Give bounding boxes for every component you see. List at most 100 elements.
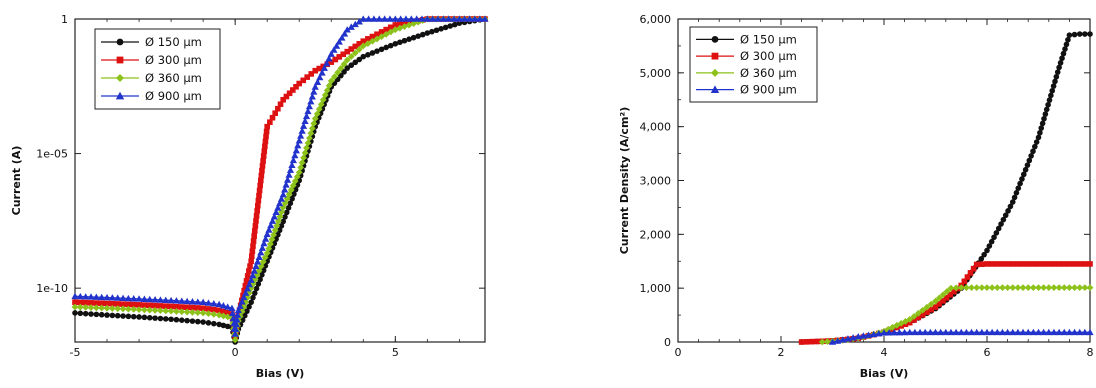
x-tick-label: -5 bbox=[70, 346, 81, 359]
data-point bbox=[220, 312, 227, 320]
data-point bbox=[265, 226, 273, 233]
data-point bbox=[287, 200, 294, 207]
data-point bbox=[1060, 284, 1068, 292]
data-point bbox=[141, 314, 148, 321]
data-point bbox=[316, 73, 324, 81]
data-point bbox=[1030, 148, 1036, 155]
data-point bbox=[338, 34, 346, 41]
data-point bbox=[210, 310, 218, 318]
data-point bbox=[275, 105, 281, 112]
data-point bbox=[365, 51, 371, 58]
data-point bbox=[360, 53, 367, 60]
data-point bbox=[916, 328, 924, 336]
data-point bbox=[250, 243, 256, 249]
data-point bbox=[942, 328, 950, 336]
data-point bbox=[276, 199, 284, 207]
data-point bbox=[184, 304, 190, 311]
y-axis-title: Current (A) bbox=[10, 146, 23, 216]
data-point bbox=[1052, 78, 1058, 85]
data-point bbox=[978, 328, 986, 336]
data-point bbox=[232, 325, 240, 332]
data-point bbox=[999, 284, 1006, 292]
legend-marker bbox=[710, 85, 720, 94]
data-point bbox=[268, 236, 276, 243]
data-point bbox=[1007, 203, 1014, 210]
data-point bbox=[285, 190, 293, 198]
legend-label: Ø 360 µm bbox=[145, 71, 202, 85]
data-point bbox=[323, 59, 331, 67]
data-point bbox=[1035, 134, 1042, 141]
data-point bbox=[293, 83, 299, 90]
data-point bbox=[418, 15, 426, 22]
data-point bbox=[136, 302, 142, 308]
data-point bbox=[219, 302, 228, 309]
data-point bbox=[249, 271, 257, 279]
data-point bbox=[410, 34, 417, 41]
data-point bbox=[1020, 171, 1027, 178]
data-point bbox=[151, 296, 159, 303]
data-point bbox=[439, 15, 447, 22]
data-point bbox=[275, 231, 281, 238]
data-point bbox=[261, 148, 268, 154]
data-point bbox=[438, 26, 444, 32]
data-point bbox=[1056, 261, 1062, 267]
data-point bbox=[1045, 101, 1051, 108]
data-point bbox=[255, 281, 262, 287]
data-point bbox=[864, 331, 873, 338]
y-tick-label: 6,000 bbox=[640, 13, 672, 26]
data-point bbox=[348, 62, 355, 69]
data-point bbox=[334, 69, 342, 76]
data-point bbox=[298, 127, 306, 134]
data-point bbox=[1066, 261, 1073, 267]
data-point bbox=[257, 276, 263, 283]
data-point bbox=[447, 23, 454, 29]
data-point bbox=[1029, 328, 1037, 336]
data-point bbox=[204, 299, 213, 306]
legend-entry: Ø 900 µm bbox=[101, 89, 202, 103]
data-point bbox=[229, 314, 237, 322]
data-point bbox=[1086, 328, 1094, 336]
data-point bbox=[251, 228, 258, 234]
data-point bbox=[246, 268, 252, 274]
data-point bbox=[93, 311, 100, 318]
data-point bbox=[303, 144, 310, 152]
data-point bbox=[92, 304, 100, 312]
data-point bbox=[1046, 261, 1052, 267]
data-point bbox=[98, 304, 106, 312]
data-point bbox=[109, 300, 116, 307]
data-point bbox=[178, 317, 185, 323]
data-point bbox=[1082, 31, 1088, 37]
data-point bbox=[168, 303, 174, 310]
data-point bbox=[911, 317, 917, 323]
data-point bbox=[973, 261, 980, 268]
data-point bbox=[103, 293, 111, 301]
data-point bbox=[964, 274, 971, 280]
legend-label: Ø 900 µm bbox=[740, 83, 797, 97]
data-point bbox=[885, 329, 893, 336]
y-tick-label: 5,000 bbox=[640, 67, 672, 80]
data-point bbox=[231, 330, 239, 337]
data-point bbox=[108, 294, 116, 301]
data-point bbox=[1015, 185, 1022, 191]
data-point bbox=[347, 53, 355, 60]
data-point bbox=[1035, 261, 1042, 267]
data-point bbox=[415, 33, 421, 39]
data-point bbox=[1009, 284, 1017, 292]
legend-entry: Ø 150 µm bbox=[696, 32, 797, 46]
data-point bbox=[374, 31, 380, 38]
data-point bbox=[906, 315, 914, 323]
data-point bbox=[988, 328, 996, 336]
data-point bbox=[1017, 180, 1023, 187]
data-point bbox=[318, 69, 326, 76]
data-point bbox=[232, 320, 241, 328]
data-point bbox=[1066, 284, 1073, 292]
data-point bbox=[1040, 328, 1048, 336]
x-tick-label: 0 bbox=[675, 346, 682, 359]
data-point bbox=[270, 231, 277, 239]
data-point bbox=[188, 298, 197, 305]
data-point bbox=[205, 320, 212, 326]
data-point bbox=[278, 208, 286, 216]
data-point bbox=[943, 294, 950, 301]
data-point bbox=[141, 302, 148, 308]
data-point bbox=[998, 221, 1004, 227]
